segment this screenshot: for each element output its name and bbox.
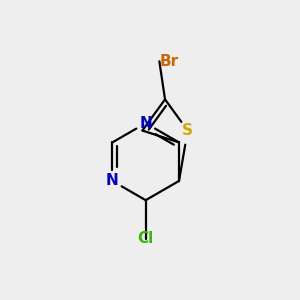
Text: S: S [182,123,193,138]
Text: N: N [106,173,119,188]
Text: N: N [139,116,152,131]
Text: Br: Br [159,54,178,69]
Text: Cl: Cl [138,231,154,246]
